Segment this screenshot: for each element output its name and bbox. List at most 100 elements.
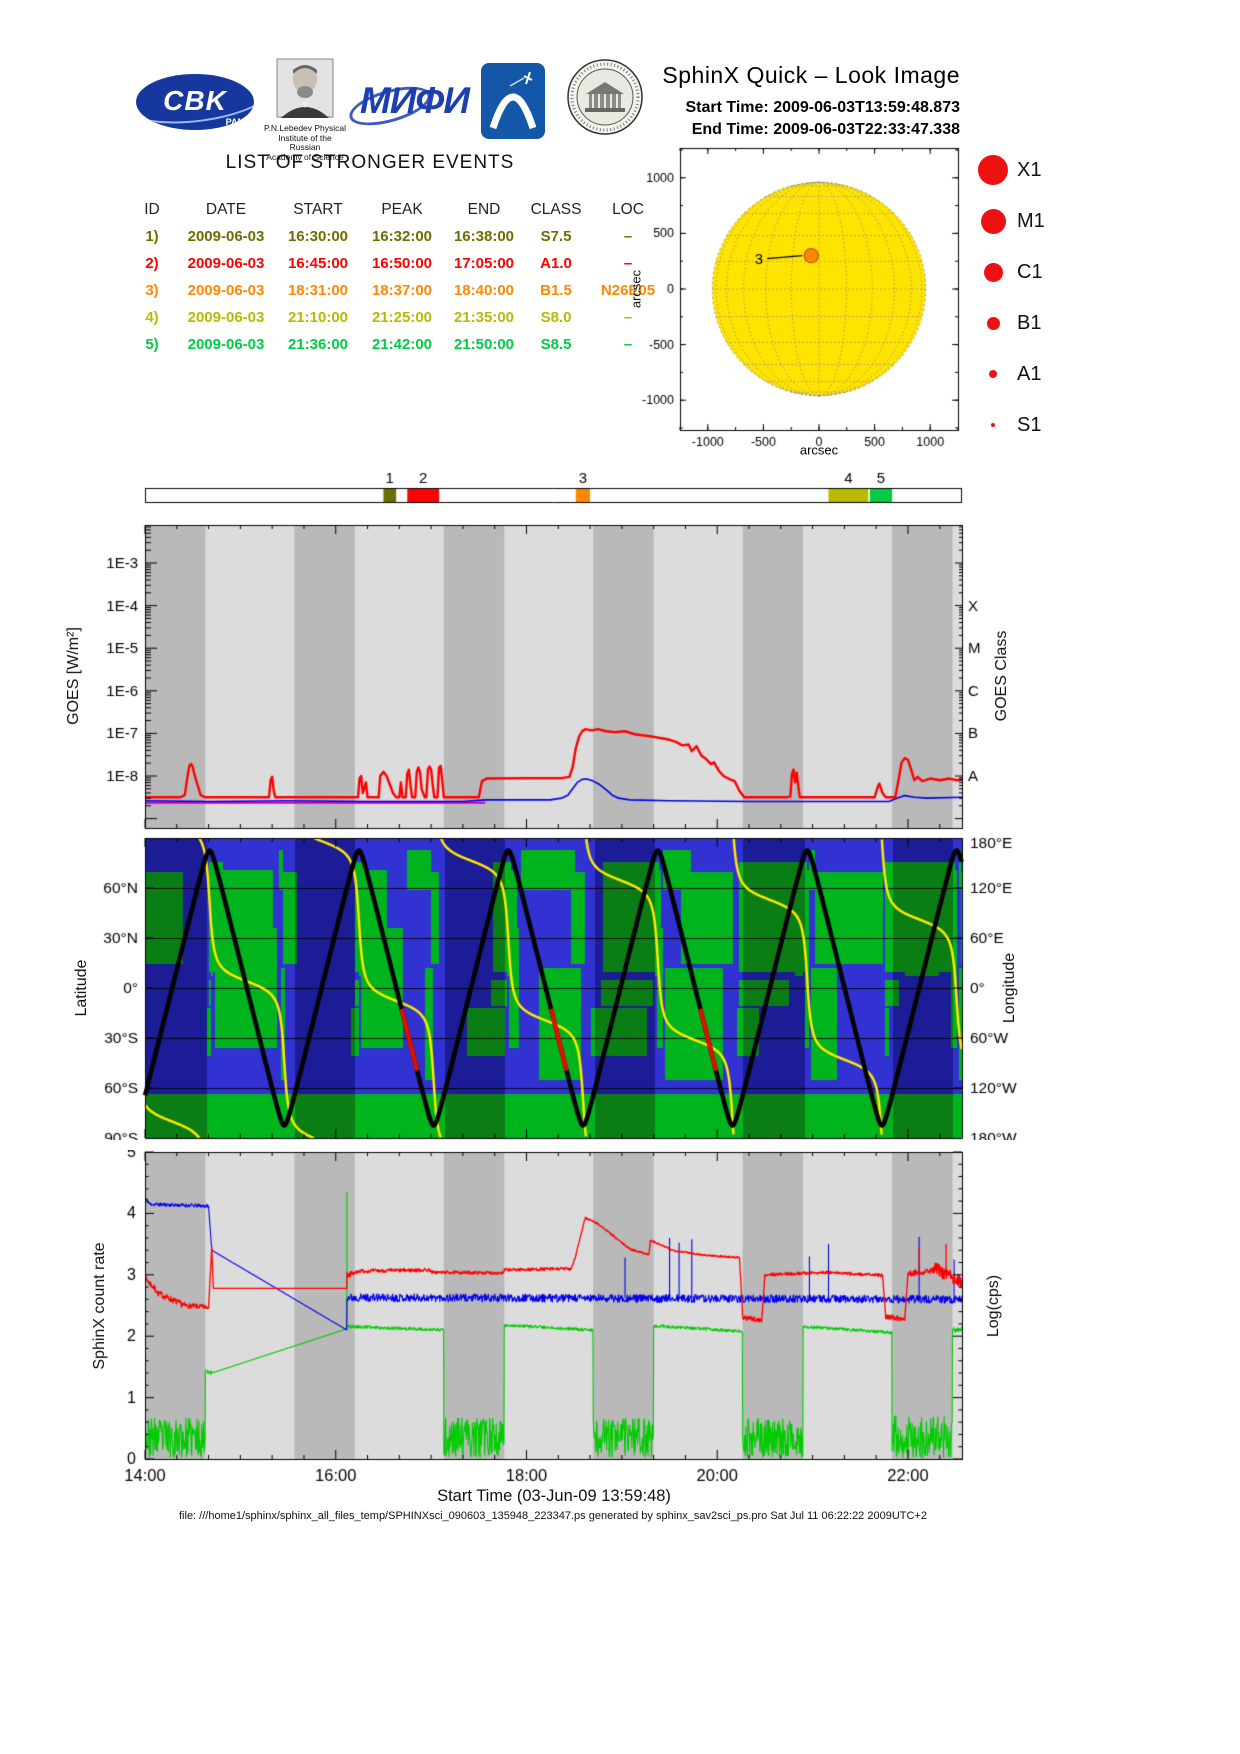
lebedev-caption-line1: P.N.Lebedev Physical <box>263 123 347 133</box>
page-title: SphinX Quick – Look Image <box>662 62 960 88</box>
flare-size-dot-s1 <box>991 423 995 427</box>
ground-track-map <box>60 836 1045 1140</box>
events-title: LIST OF STRONGER EVENTS <box>225 152 515 173</box>
sun-disk-plot <box>610 138 980 460</box>
mephi-logo-text: МИФИ <box>360 80 470 121</box>
event-peak: 18:37:00 <box>371 282 433 299</box>
longitude-label: Longitude <box>1001 952 1018 1024</box>
col-peak: PEAK <box>381 200 423 218</box>
event-date: 2009-06-03 <box>187 255 265 272</box>
legend-item-m1: M1 <box>975 203 1085 239</box>
event-id: 2) <box>145 255 159 272</box>
event-end: 17:05:00 <box>453 255 515 272</box>
logcps-label: Log(cps) <box>985 1274 1002 1338</box>
sphinx-count-rate-plot <box>60 1150 1045 1486</box>
legend-item-x1: X1 <box>975 152 1085 188</box>
lebedev-caption-line2: Institute of the Russian <box>278 132 332 152</box>
event-peak: 21:42:00 <box>371 336 433 353</box>
b1-dot-wrap <box>975 316 1011 330</box>
events-table: ID DATE START PEAK END CLASS LOC 1) 2009… <box>128 196 668 358</box>
xaxis-title: Start Time (03-Jun-09 13:59:48) <box>437 1487 671 1505</box>
flare-size-dot-x1 <box>978 155 1008 185</box>
x1-dot-wrap <box>975 155 1011 185</box>
flare-size-dot-b1 <box>986 316 1000 330</box>
arch-comet-icon <box>481 63 545 139</box>
event-row: 2) 2009-06-03 16:45:00 16:50:00 17:05:00… <box>128 250 668 277</box>
event-start: 16:45:00 <box>287 255 349 272</box>
arch-logo <box>480 62 546 140</box>
event-date: 2009-06-03 <box>187 336 265 353</box>
s1-label: S1 <box>1017 413 1042 436</box>
m1-dot-wrap <box>975 208 1011 234</box>
a1-label: A1 <box>1017 362 1042 385</box>
event-start: 16:30:00 <box>287 228 349 245</box>
event-class: S8.5 <box>540 336 572 353</box>
event-id: 5) <box>145 336 159 353</box>
lebedev-caption: P.N.Lebedev Physical Institute of the Ru… <box>262 123 348 162</box>
sun-yaxis-label: arcsec <box>628 269 644 309</box>
col-end: END <box>467 200 501 218</box>
event-end: 18:40:00 <box>453 282 515 299</box>
event-peak: 16:32:00 <box>371 228 433 245</box>
event-peak: 21:25:00 <box>371 309 433 326</box>
cbk-logo-text: CBK <box>163 85 227 116</box>
events-header-row: ID DATE START PEAK END CLASS LOC <box>128 196 668 223</box>
lebedev-institute-logo: P.N.Lebedev Physical Institute of the Ru… <box>262 58 348 162</box>
event-class: S7.5 <box>540 228 572 245</box>
lebedev-portrait-icon <box>276 58 334 118</box>
cbk-logo-subtext: PAN <box>225 117 244 127</box>
sun-xaxis-label: arcsec <box>799 442 839 458</box>
legend-item-c1: C1 <box>975 254 1085 290</box>
col-date: DATE <box>205 200 247 218</box>
lebedev-caption-line3: Academy of Science <box>266 151 344 162</box>
latitude-label: Latitude <box>73 959 90 1017</box>
goes-class-label: GOES Class <box>993 630 1010 722</box>
event-date: 2009-06-03 <box>187 228 265 245</box>
cbk-pan-logo: CBK PAN <box>136 74 254 130</box>
event-end: 21:35:00 <box>453 309 515 326</box>
counts-ylabel: SphinX count rate <box>91 1242 108 1370</box>
event-row: 5) 2009-06-03 21:36:00 21:42:00 21:50:00… <box>128 331 668 358</box>
goes-flux-plot <box>60 518 1045 834</box>
c1-label: C1 <box>1017 260 1043 283</box>
m1-label: M1 <box>1017 209 1045 232</box>
event-timeline-bar <box>60 466 1045 510</box>
event-start: 18:31:00 <box>287 282 349 299</box>
event-end: 16:38:00 <box>453 228 515 245</box>
col-class: CLASS <box>530 200 582 218</box>
x1-label: X1 <box>1017 158 1042 181</box>
legend-item-a1: A1 <box>975 356 1085 392</box>
s1-dot-wrap <box>975 423 1011 427</box>
mephi-logo: МИФИ <box>345 74 474 133</box>
end-time: End Time: 2009-06-03T22:33:47.338 <box>691 121 960 138</box>
a1-dot-wrap <box>975 370 1011 378</box>
event-row: 3) 2009-06-03 18:31:00 18:37:00 18:40:00… <box>128 277 668 304</box>
goes-ylabel: GOES [W/m²] <box>65 627 82 725</box>
flare-size-dot-c1 <box>983 262 1003 282</box>
event-class: A1.0 <box>540 255 572 272</box>
event-date: 2009-06-03 <box>187 282 265 299</box>
event-date: 2009-06-03 <box>187 309 265 326</box>
flare-size-dot-m1 <box>980 208 1006 234</box>
col-id: ID <box>144 200 160 218</box>
event-peak: 16:50:00 <box>371 255 433 272</box>
event-start: 21:36:00 <box>287 336 349 353</box>
title-block: SphinX Quick – Look Image Start Time: 20… <box>560 62 960 141</box>
event-class: B1.5 <box>540 282 572 299</box>
event-row: 4) 2009-06-03 21:10:00 21:25:00 21:35:00… <box>128 304 668 331</box>
col-start: START <box>293 200 343 218</box>
event-row: 1) 2009-06-03 16:30:00 16:32:00 16:38:00… <box>128 223 668 250</box>
legend-item-b1: B1 <box>975 305 1085 341</box>
event-class: S8.0 <box>540 309 572 326</box>
seal-icon <box>567 59 643 135</box>
flare-size-dot-a1 <box>989 370 997 378</box>
event-start: 21:10:00 <box>287 309 349 326</box>
b1-label: B1 <box>1017 311 1042 334</box>
start-time: Start Time: 2009-06-03T13:59:48.873 <box>685 99 960 116</box>
event-id: 1) <box>145 228 159 245</box>
legend-item-s1: S1 <box>975 407 1085 443</box>
university-seal-icon <box>566 58 644 136</box>
event-end: 21:50:00 <box>453 336 515 353</box>
file-footer-note: file: ///home1/sphinx/sphinx_all_files_t… <box>179 1510 927 1522</box>
